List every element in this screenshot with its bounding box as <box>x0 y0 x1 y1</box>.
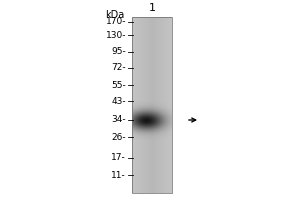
Text: 17-: 17- <box>111 154 126 162</box>
Text: 55-: 55- <box>111 80 126 90</box>
Text: kDa: kDa <box>105 10 124 20</box>
Text: 34-: 34- <box>111 116 126 124</box>
Text: 130-: 130- <box>106 30 126 40</box>
Text: 43-: 43- <box>111 97 126 106</box>
Text: 1: 1 <box>148 3 155 13</box>
Text: 170-: 170- <box>106 18 126 26</box>
Text: 11-: 11- <box>111 170 126 180</box>
Bar <box>132 17 172 193</box>
Text: 95-: 95- <box>111 47 126 56</box>
Text: 26-: 26- <box>111 132 126 142</box>
Text: 72-: 72- <box>111 64 126 72</box>
